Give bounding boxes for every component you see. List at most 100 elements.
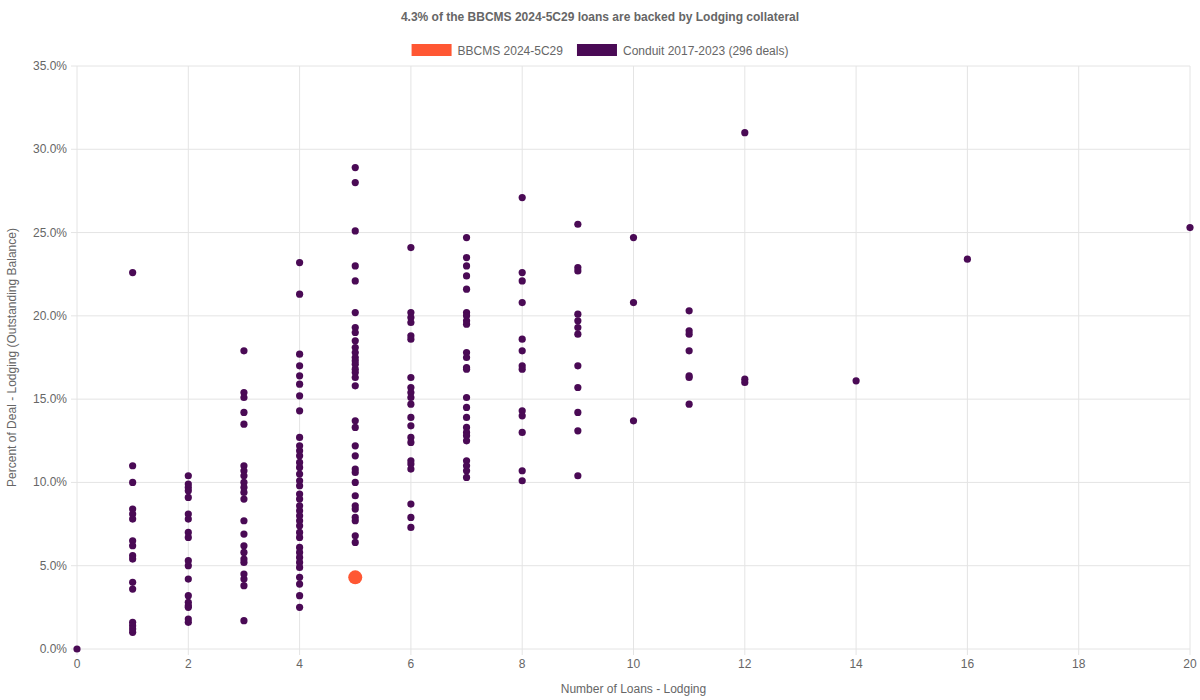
point[interactable] bbox=[129, 542, 136, 549]
point[interactable] bbox=[463, 437, 470, 444]
point[interactable] bbox=[352, 227, 359, 234]
point[interactable] bbox=[463, 394, 470, 401]
point[interactable] bbox=[240, 530, 247, 537]
point[interactable] bbox=[463, 414, 470, 421]
point[interactable] bbox=[352, 337, 359, 344]
point[interactable] bbox=[463, 321, 470, 328]
point[interactable] bbox=[630, 417, 637, 424]
point[interactable] bbox=[352, 532, 359, 539]
point[interactable] bbox=[519, 467, 526, 474]
point[interactable] bbox=[129, 579, 136, 586]
point[interactable] bbox=[519, 277, 526, 284]
point[interactable] bbox=[296, 592, 303, 599]
point[interactable] bbox=[463, 286, 470, 293]
point[interactable] bbox=[129, 585, 136, 592]
point[interactable] bbox=[407, 414, 414, 421]
point[interactable] bbox=[407, 500, 414, 507]
point[interactable] bbox=[129, 555, 136, 562]
point[interactable] bbox=[296, 452, 303, 459]
point[interactable] bbox=[519, 347, 526, 354]
point[interactable] bbox=[574, 324, 581, 331]
point[interactable] bbox=[348, 570, 362, 584]
point[interactable] bbox=[741, 379, 748, 386]
point[interactable] bbox=[463, 272, 470, 279]
point[interactable] bbox=[240, 409, 247, 416]
point[interactable] bbox=[352, 424, 359, 431]
point[interactable] bbox=[519, 194, 526, 201]
point[interactable] bbox=[296, 291, 303, 298]
point[interactable] bbox=[240, 421, 247, 428]
legend-item[interactable]: BBCMS 2024-5C29 bbox=[412, 44, 564, 58]
point[interactable] bbox=[463, 262, 470, 269]
point[interactable] bbox=[352, 452, 359, 459]
point[interactable] bbox=[352, 179, 359, 186]
point[interactable] bbox=[240, 575, 247, 582]
point[interactable] bbox=[352, 539, 359, 546]
point[interactable] bbox=[296, 372, 303, 379]
point[interactable] bbox=[296, 564, 303, 571]
point[interactable] bbox=[519, 336, 526, 343]
point[interactable] bbox=[407, 514, 414, 521]
point[interactable] bbox=[574, 331, 581, 338]
point[interactable] bbox=[240, 495, 247, 502]
point[interactable] bbox=[296, 495, 303, 502]
point[interactable] bbox=[185, 604, 192, 611]
point[interactable] bbox=[240, 582, 247, 589]
point[interactable] bbox=[686, 347, 693, 354]
point[interactable] bbox=[407, 374, 414, 381]
point[interactable] bbox=[630, 234, 637, 241]
point[interactable] bbox=[352, 329, 359, 336]
point[interactable] bbox=[240, 617, 247, 624]
point[interactable] bbox=[407, 244, 414, 251]
point[interactable] bbox=[185, 619, 192, 626]
point[interactable] bbox=[463, 467, 470, 474]
point[interactable] bbox=[853, 377, 860, 384]
point[interactable] bbox=[185, 487, 192, 494]
point[interactable] bbox=[185, 534, 192, 541]
point[interactable] bbox=[407, 319, 414, 326]
point[interactable] bbox=[352, 479, 359, 486]
point[interactable] bbox=[463, 254, 470, 261]
point[interactable] bbox=[240, 347, 247, 354]
point[interactable] bbox=[129, 515, 136, 522]
point[interactable] bbox=[296, 522, 303, 529]
point[interactable] bbox=[686, 307, 693, 314]
point[interactable] bbox=[296, 574, 303, 581]
point[interactable] bbox=[519, 299, 526, 306]
point[interactable] bbox=[129, 629, 136, 636]
point[interactable] bbox=[574, 267, 581, 274]
point[interactable] bbox=[407, 524, 414, 531]
point[interactable] bbox=[240, 517, 247, 524]
point[interactable] bbox=[463, 404, 470, 411]
point[interactable] bbox=[463, 366, 470, 373]
point[interactable] bbox=[964, 256, 971, 263]
point[interactable] bbox=[574, 221, 581, 228]
point[interactable] bbox=[185, 494, 192, 501]
point[interactable] bbox=[296, 381, 303, 388]
point[interactable] bbox=[574, 409, 581, 416]
point[interactable] bbox=[352, 164, 359, 171]
point[interactable] bbox=[240, 394, 247, 401]
point[interactable] bbox=[296, 534, 303, 541]
point[interactable] bbox=[352, 382, 359, 389]
point[interactable] bbox=[574, 362, 581, 369]
point[interactable] bbox=[463, 234, 470, 241]
point[interactable] bbox=[73, 645, 80, 652]
point[interactable] bbox=[129, 479, 136, 486]
point[interactable] bbox=[407, 401, 414, 408]
legend-item[interactable]: Conduit 2017-2023 (296 deals) bbox=[577, 44, 788, 58]
point[interactable] bbox=[686, 374, 693, 381]
point[interactable] bbox=[407, 394, 414, 401]
point[interactable] bbox=[296, 482, 303, 489]
point[interactable] bbox=[519, 429, 526, 436]
point[interactable] bbox=[296, 362, 303, 369]
point[interactable] bbox=[574, 317, 581, 324]
point[interactable] bbox=[352, 442, 359, 449]
point[interactable] bbox=[240, 549, 247, 556]
point[interactable] bbox=[352, 277, 359, 284]
point[interactable] bbox=[352, 309, 359, 316]
point[interactable] bbox=[296, 392, 303, 399]
point[interactable] bbox=[296, 259, 303, 266]
point[interactable] bbox=[352, 469, 359, 476]
point[interactable] bbox=[185, 472, 192, 479]
